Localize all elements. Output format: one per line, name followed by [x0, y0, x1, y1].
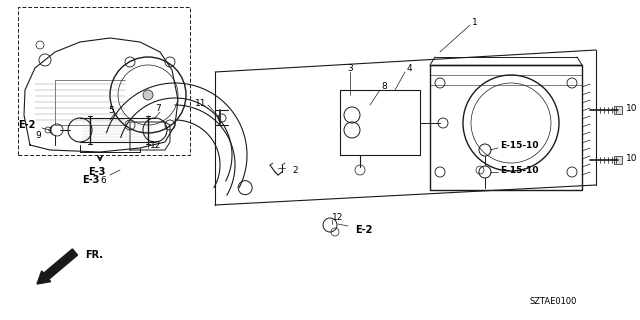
Text: FR.: FR. [85, 250, 103, 260]
Bar [430, 65, 582, 190]
Text: 5: 5 [108, 106, 114, 115]
Text: E-15-10: E-15-10 [500, 165, 538, 174]
Text: 11: 11 [195, 99, 207, 108]
Text: 12: 12 [150, 140, 161, 149]
Text: 10: 10 [626, 154, 637, 163]
Bar [614, 156, 622, 164]
Text: SZTAE0100: SZTAE0100 [530, 298, 577, 307]
Bar [614, 106, 622, 114]
Text: E-2: E-2 [18, 120, 35, 130]
Text: 3: 3 [347, 63, 353, 73]
Text: 10: 10 [626, 103, 637, 113]
Text: 4: 4 [407, 63, 413, 73]
Text: E-15-10: E-15-10 [500, 140, 538, 149]
Text: E-2: E-2 [355, 225, 372, 235]
Text: E-3: E-3 [82, 175, 99, 185]
Text: 6: 6 [100, 175, 106, 185]
Text: 1: 1 [472, 18, 477, 27]
Text: 12: 12 [332, 212, 344, 221]
Text: 9: 9 [35, 131, 41, 140]
Bar [18, 7, 190, 155]
Text: 8: 8 [381, 82, 387, 91]
Bar [340, 90, 420, 155]
Text: E-3: E-3 [88, 167, 106, 177]
Circle shape [143, 90, 153, 100]
FancyArrow shape [37, 249, 77, 284]
Circle shape [51, 124, 63, 136]
Text: 7: 7 [155, 103, 161, 113]
Text: 2: 2 [292, 165, 298, 174]
